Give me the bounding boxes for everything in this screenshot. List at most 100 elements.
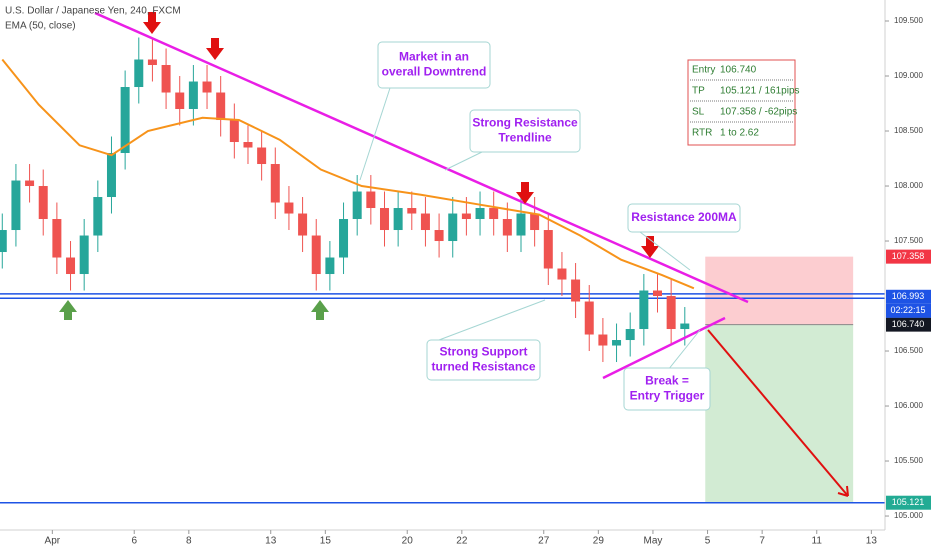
ema-line [1, 58, 695, 290]
candle-body [0, 230, 7, 253]
candle-body [270, 164, 280, 203]
y-tick-label: 106.500 [894, 346, 923, 355]
candle-body [393, 208, 403, 231]
down-arrow [206, 38, 224, 60]
candle-body [339, 219, 349, 258]
y-tick-label: 105.000 [894, 511, 923, 520]
x-tick-label: 11 [812, 536, 823, 547]
y-tick-label: 105.500 [894, 456, 923, 465]
candle-body [257, 147, 267, 165]
candle-body [79, 235, 89, 275]
stop-zone [705, 256, 854, 325]
y-tick-label: 109.000 [894, 71, 923, 80]
price-tag-label: 106.740 [892, 319, 925, 329]
callout-text: Strong Resistance [472, 116, 578, 130]
candle-body [448, 213, 458, 242]
x-tick-label: May [643, 536, 662, 547]
info-value: 105.121 / 161pips [720, 86, 800, 97]
info-value: 1 to 2.62 [720, 128, 759, 139]
candle-body [134, 59, 144, 88]
up-arrow [311, 300, 329, 320]
candle-body [407, 208, 417, 214]
x-tick-label: 6 [131, 536, 137, 547]
callout-text: Trendline [498, 131, 552, 145]
candle-body [612, 340, 622, 346]
price-tag [886, 249, 931, 264]
candle-body [625, 329, 635, 341]
resistance-trendline [94, 11, 749, 304]
down-arrow [516, 182, 534, 204]
y-tick-label: 108.500 [894, 126, 923, 135]
support-trendline [602, 316, 726, 380]
up-arrows [59, 300, 329, 320]
info-value: 107.358 / -62pips [720, 107, 797, 118]
candle-body [311, 235, 321, 275]
callout-text: Break = [645, 374, 689, 388]
down-arrow [641, 236, 659, 258]
candle-body [680, 323, 690, 330]
candle-body [298, 213, 308, 236]
x-tick-label: 13 [866, 536, 878, 547]
callout-box [377, 41, 491, 89]
candle-body [325, 257, 335, 275]
axes: 109.500 109.000 108.500 108.000 107.500 106.5… [45, 16, 931, 547]
info-key: RTR [692, 128, 712, 139]
candle-body [243, 142, 253, 148]
candle-body [652, 290, 662, 297]
candle-body [571, 279, 581, 302]
candle-body [543, 230, 553, 269]
candle-body [598, 334, 608, 346]
price-tag [886, 495, 931, 510]
candle-body [639, 290, 649, 330]
info-box [687, 59, 796, 146]
callout-text: Market in an [399, 50, 469, 64]
callout-text: turned Resistance [431, 360, 535, 374]
up-arrow [59, 300, 77, 320]
x-tick-label: 22 [456, 536, 468, 547]
x-tick-label: 27 [538, 536, 550, 547]
candle-body [284, 202, 294, 214]
candle-body [461, 213, 471, 220]
y-tick-label: 108.000 [894, 181, 923, 190]
candle-body [229, 120, 239, 143]
candle-body [25, 180, 35, 187]
target-arrow [707, 329, 849, 497]
callout-box [623, 367, 711, 411]
info-key: Entry [692, 65, 715, 76]
price-tag-label: 105.121 [892, 497, 925, 507]
candle-body [557, 268, 567, 280]
candle-body [52, 219, 62, 258]
candle-body [502, 219, 512, 236]
callout-text: Entry Trigger [630, 389, 705, 403]
info-value: 106.740 [720, 65, 757, 76]
callout-text: Strong Support [440, 345, 528, 359]
countdown-tag [886, 303, 931, 318]
info-key: SL [692, 107, 705, 118]
plot-area [0, 37, 885, 504]
candle-body [11, 180, 21, 231]
candle-body [366, 191, 376, 209]
candle-body [216, 92, 226, 121]
drawings [59, 11, 849, 497]
down-arrows [143, 12, 659, 258]
x-tick-label: 13 [265, 536, 277, 547]
indicator-legend: EMA (50, close) [5, 21, 76, 32]
candle-body [530, 213, 540, 231]
callout-pointer [639, 231, 691, 271]
price-axis [885, 0, 932, 550]
x-tick-label: 20 [402, 536, 414, 547]
candle-body [434, 230, 444, 242]
candle-body [120, 87, 130, 154]
callout-pointer [438, 299, 546, 341]
candle-body [66, 257, 76, 275]
callout-text: overall Downtrend [382, 65, 487, 79]
y-tick-label: 106.000 [894, 401, 923, 410]
x-tick-label: 8 [186, 536, 192, 547]
info-key: TP [692, 86, 705, 97]
candle-body [202, 81, 212, 93]
candle-body [379, 208, 389, 231]
x-tick-label: 5 [705, 536, 711, 547]
candle-body [161, 65, 171, 93]
candle-body [584, 301, 594, 335]
